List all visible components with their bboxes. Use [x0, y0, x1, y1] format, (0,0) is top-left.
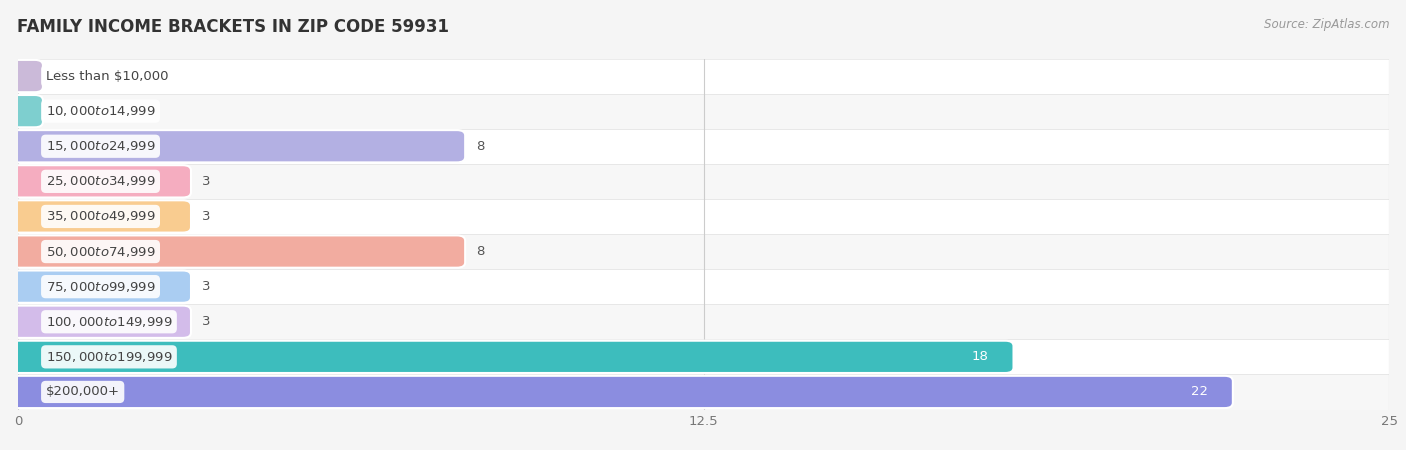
Text: 8: 8 — [477, 245, 485, 258]
FancyBboxPatch shape — [10, 200, 191, 233]
Text: $100,000 to $149,999: $100,000 to $149,999 — [45, 315, 172, 329]
FancyBboxPatch shape — [10, 270, 191, 303]
Bar — [18, 269, 1389, 304]
Bar — [18, 199, 1389, 234]
Bar — [18, 164, 1389, 199]
Text: $200,000+: $200,000+ — [45, 386, 120, 398]
Bar — [18, 304, 1389, 339]
Text: $10,000 to $14,999: $10,000 to $14,999 — [45, 104, 156, 118]
Text: Source: ZipAtlas.com: Source: ZipAtlas.com — [1264, 18, 1389, 31]
FancyBboxPatch shape — [10, 341, 1014, 373]
Text: $35,000 to $49,999: $35,000 to $49,999 — [45, 209, 156, 224]
Text: FAMILY INCOME BRACKETS IN ZIP CODE 59931: FAMILY INCOME BRACKETS IN ZIP CODE 59931 — [17, 18, 449, 36]
Text: $25,000 to $34,999: $25,000 to $34,999 — [45, 174, 156, 189]
Text: $15,000 to $24,999: $15,000 to $24,999 — [45, 139, 156, 153]
Bar — [18, 129, 1389, 164]
Text: 22: 22 — [1191, 386, 1208, 398]
Text: 3: 3 — [202, 175, 211, 188]
Text: 3: 3 — [202, 210, 211, 223]
Text: $150,000 to $199,999: $150,000 to $199,999 — [45, 350, 172, 364]
Text: 8: 8 — [477, 140, 485, 153]
Text: Less than $10,000: Less than $10,000 — [45, 70, 169, 82]
FancyBboxPatch shape — [10, 235, 465, 268]
Text: 0: 0 — [53, 105, 62, 117]
Text: 0: 0 — [53, 70, 62, 82]
FancyBboxPatch shape — [10, 130, 465, 162]
Text: $75,000 to $99,999: $75,000 to $99,999 — [45, 279, 156, 294]
Text: 3: 3 — [202, 315, 211, 328]
Text: 18: 18 — [972, 351, 988, 363]
Bar — [18, 374, 1389, 410]
Text: $50,000 to $74,999: $50,000 to $74,999 — [45, 244, 156, 259]
FancyBboxPatch shape — [10, 306, 191, 338]
Bar — [18, 234, 1389, 269]
FancyBboxPatch shape — [10, 165, 191, 198]
Bar — [18, 339, 1389, 374]
Bar — [18, 94, 1389, 129]
Bar — [18, 58, 1389, 94]
FancyBboxPatch shape — [10, 376, 1233, 408]
FancyBboxPatch shape — [10, 60, 44, 92]
Text: 3: 3 — [202, 280, 211, 293]
FancyBboxPatch shape — [10, 95, 44, 127]
